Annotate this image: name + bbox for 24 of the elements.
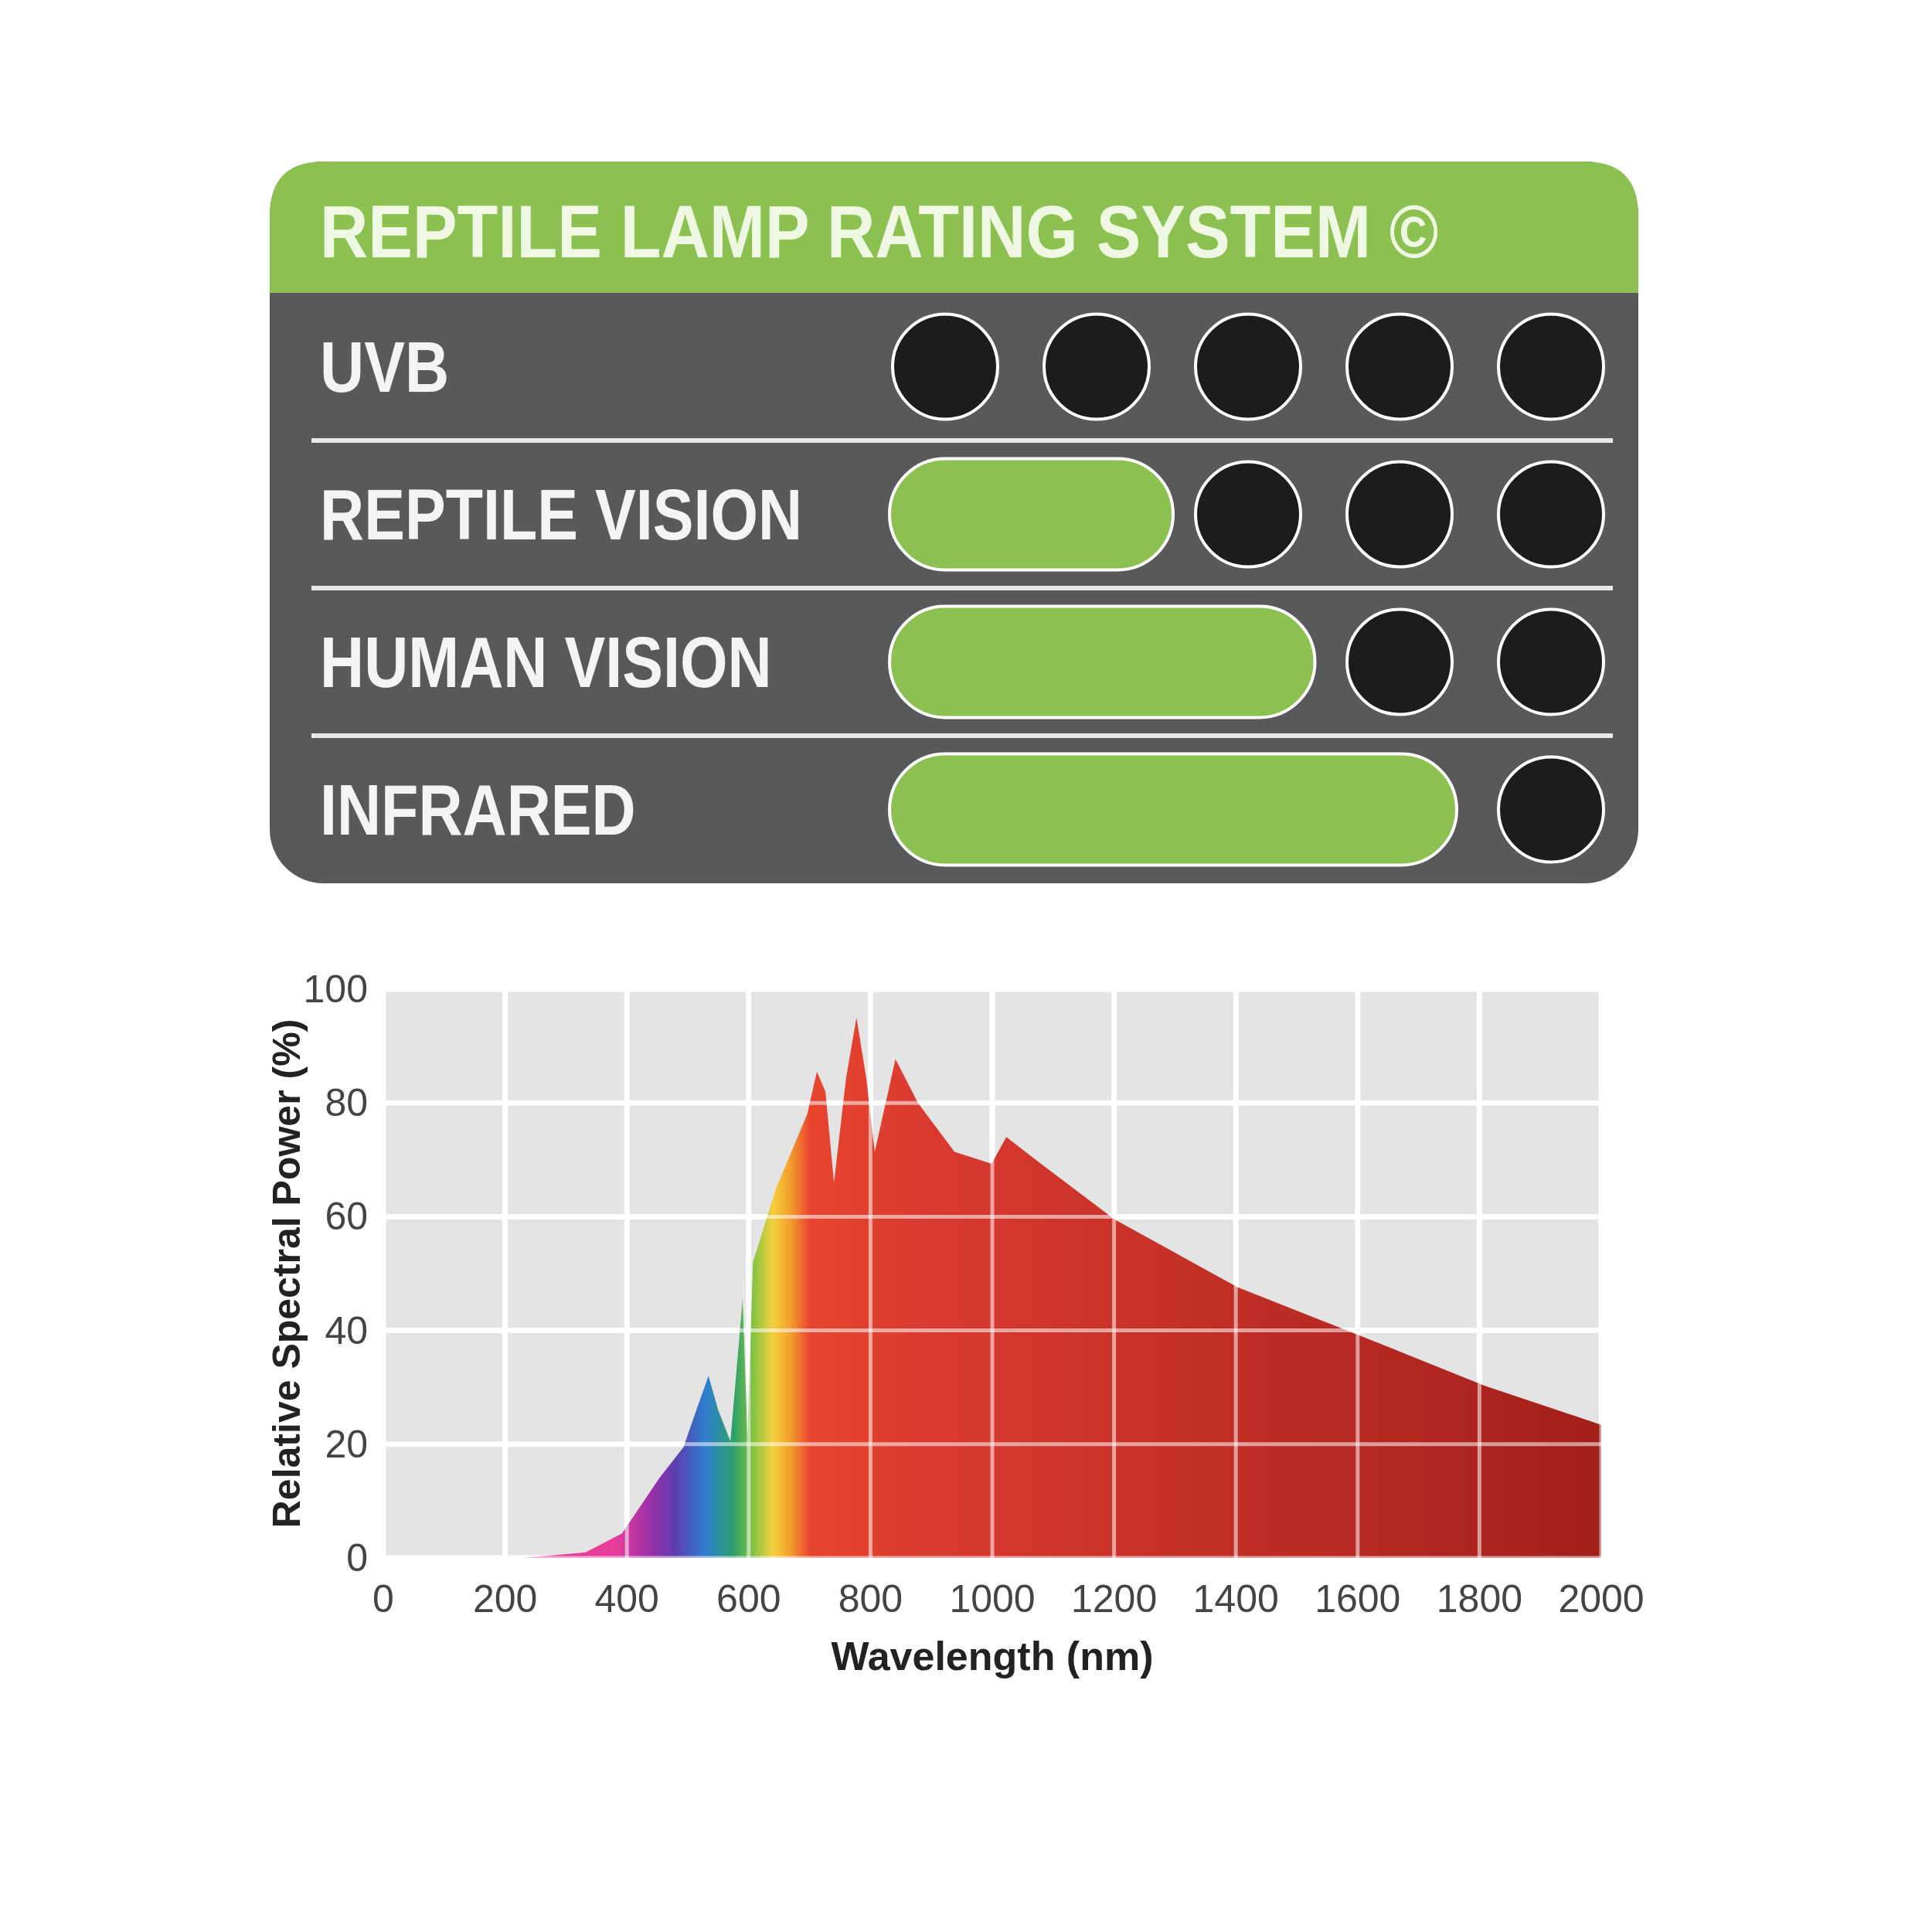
x-tick-label: 1600 [1315, 1577, 1401, 1621]
y-tick-label: 20 [325, 1422, 368, 1466]
x-tick-label: 200 [472, 1577, 538, 1621]
y-tick-label: 100 [303, 968, 368, 1011]
y-tick-label: 60 [325, 1195, 368, 1239]
y-axis-title: Relative Spectral Power (%) [265, 1019, 308, 1529]
y-tick-label: HUMAN VISION [320, 622, 772, 702]
x-tick-label: 1400 [1192, 1577, 1279, 1621]
x-axis-title: Wavelength (nm) [831, 1634, 1154, 1679]
y-tick-label: 0 [346, 1536, 368, 1580]
x-tick-label: 800 [838, 1577, 903, 1621]
x-tick-label: 2000 [1558, 1577, 1645, 1621]
y-tick-label: INFRARED [320, 770, 636, 850]
x-tick-label: 400 [594, 1577, 659, 1621]
chart-title: REPTILE LAMP RATING SYSTEM © [320, 189, 1439, 273]
y-tick-label: 40 [325, 1308, 368, 1352]
y-tick-label: 80 [325, 1081, 368, 1125]
x-tick-label: 1000 [949, 1577, 1036, 1621]
y-tick-label: REPTILE VISION [320, 474, 803, 555]
x-tick-label: 1200 [1070, 1577, 1158, 1621]
x-tick-label: 0 [372, 1577, 394, 1621]
x-tick-label: 1800 [1436, 1577, 1523, 1621]
y-tick-label: UVB [320, 327, 450, 407]
x-tick-label: 600 [716, 1577, 781, 1621]
